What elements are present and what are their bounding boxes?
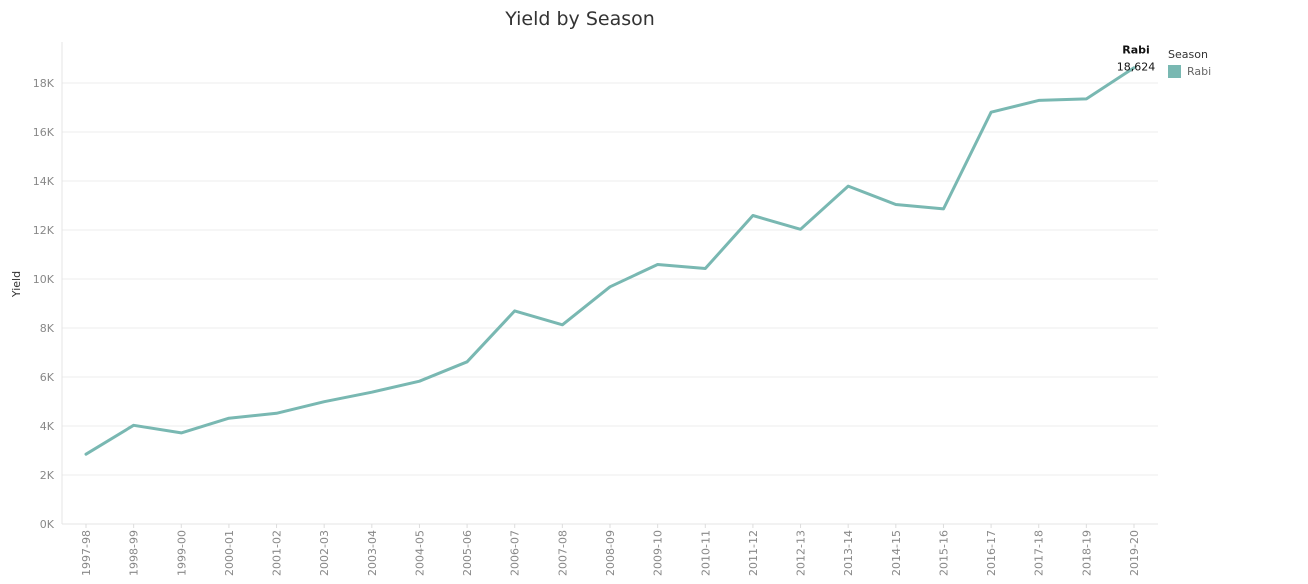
- y-tick-label: 18K: [33, 77, 55, 90]
- grid-lines: [62, 82, 1158, 525]
- x-tick-label: 2010-11: [699, 530, 712, 576]
- x-tick-label: 2004-05: [413, 530, 426, 576]
- x-tick-label: 2005-06: [461, 530, 474, 576]
- x-tick-label: 2013-14: [842, 530, 855, 576]
- x-tick-label: 2002-03: [318, 530, 331, 576]
- x-tick-label: 2006-07: [509, 530, 522, 576]
- x-tick-label: 2019-20: [1128, 530, 1141, 576]
- legend-label: Rabi: [1187, 65, 1212, 78]
- x-axis: 1997-98 1998-99 1999-00 2000-01 2001-02 2002-…: [62, 523, 1158, 576]
- x-tick-label: 2016-17: [985, 530, 998, 576]
- y-tick-label: 4K: [40, 420, 55, 433]
- series-line-rabi: [84, 66, 1136, 456]
- legend-item-rabi[interactable]: Rabi: [1168, 65, 1298, 78]
- x-tick-label: 2001-02: [271, 530, 284, 576]
- x-tick-label: 2018-19: [1080, 530, 1093, 576]
- y-tick-label: 6K: [40, 371, 55, 384]
- x-tick-label: 2009-10: [652, 530, 665, 576]
- x-tick-label: 2008-09: [604, 530, 617, 576]
- x-tick-label: 2015-16: [937, 530, 950, 576]
- end-label: Rabi 18,624: [1117, 44, 1156, 74]
- y-tick-label: 8K: [40, 322, 55, 335]
- y-tick-label: 2K: [40, 469, 55, 482]
- y-tick-label: 10K: [33, 273, 55, 286]
- y-tick-label: 0K: [40, 518, 55, 531]
- legend-title: Season: [1168, 48, 1208, 61]
- x-tick-label: 2012-13: [795, 530, 808, 576]
- x-tick-label: 2011-12: [747, 530, 760, 576]
- x-tick-label: 1999-00: [175, 530, 188, 576]
- y-tick-label: 16K: [33, 126, 55, 139]
- series-layer: [84, 66, 1136, 456]
- x-tick-label: 2000-01: [223, 530, 236, 576]
- legend-swatch: [1168, 65, 1181, 78]
- chart-title: Yield by Season: [505, 8, 655, 30]
- y-axis: 0K 2K 4K 6K 8K 10K 12K 14K 16K 18K: [33, 42, 63, 531]
- y-tick-label: 14K: [33, 175, 55, 188]
- y-axis-title: Yield: [10, 271, 23, 298]
- x-tick-label: 2007-08: [556, 530, 569, 576]
- x-tick-label: 1998-99: [128, 530, 141, 576]
- y-tick-label: 12K: [33, 224, 55, 237]
- x-tick-label: 2017-18: [1033, 530, 1046, 576]
- legend[interactable]: Season Rabi: [1168, 48, 1298, 78]
- end-label-value: 18,624: [1117, 61, 1156, 74]
- x-tick-label: 1997-98: [80, 530, 93, 576]
- x-tick-label: 2003-04: [366, 530, 379, 576]
- end-label-series: Rabi: [1122, 44, 1150, 57]
- x-tick-label: 2014-15: [890, 530, 903, 576]
